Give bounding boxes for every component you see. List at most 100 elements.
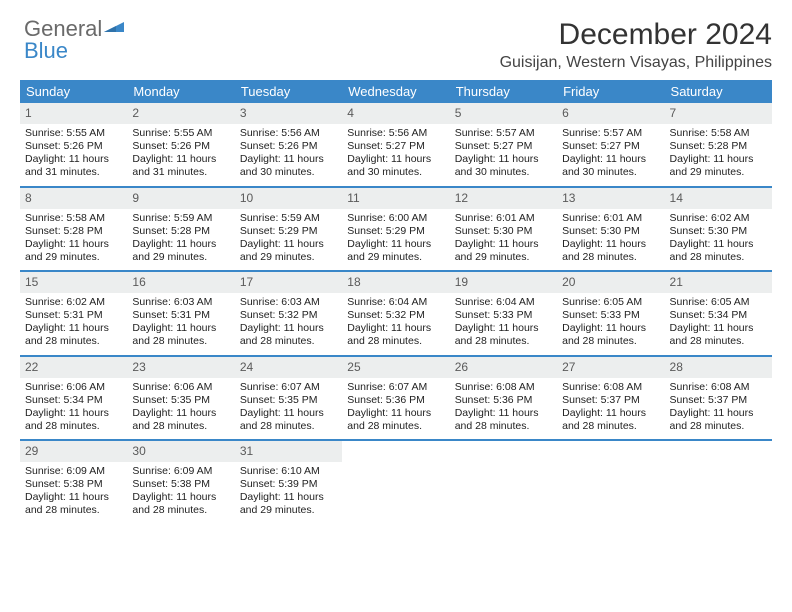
daylight-text: Daylight: 11 hours bbox=[450, 238, 557, 251]
daylight-text: and 30 minutes. bbox=[557, 166, 664, 179]
daylight-text: and 30 minutes. bbox=[450, 166, 557, 179]
sunset-text: Sunset: 5:32 PM bbox=[235, 309, 342, 322]
daylight-text: Daylight: 11 hours bbox=[235, 153, 342, 166]
sunrise-text: Sunrise: 6:03 AM bbox=[235, 296, 342, 309]
calendar: SundayMondayTuesdayWednesdayThursdayFrid… bbox=[20, 80, 772, 524]
daylight-text: and 28 minutes. bbox=[342, 420, 449, 433]
day-number: 22 bbox=[20, 357, 127, 378]
calendar-week-row: 1Sunrise: 5:55 AMSunset: 5:26 PMDaylight… bbox=[20, 103, 772, 188]
calendar-week-row: 8Sunrise: 5:58 AMSunset: 5:28 PMDaylight… bbox=[20, 188, 772, 273]
sunset-text: Sunset: 5:26 PM bbox=[235, 140, 342, 153]
sunset-text: Sunset: 5:35 PM bbox=[235, 394, 342, 407]
sunset-text: Sunset: 5:35 PM bbox=[127, 394, 234, 407]
daylight-text: and 28 minutes. bbox=[557, 251, 664, 264]
day-header-cell: Tuesday bbox=[235, 80, 342, 103]
sunset-text: Sunset: 5:29 PM bbox=[235, 225, 342, 238]
sunrise-text: Sunrise: 6:08 AM bbox=[665, 381, 772, 394]
sunset-text: Sunset: 5:27 PM bbox=[450, 140, 557, 153]
sunrise-text: Sunrise: 6:08 AM bbox=[450, 381, 557, 394]
sunrise-text: Sunrise: 5:57 AM bbox=[557, 127, 664, 140]
calendar-day-cell: 19Sunrise: 6:04 AMSunset: 5:33 PMDayligh… bbox=[450, 272, 557, 355]
calendar-day-cell: 14Sunrise: 6:02 AMSunset: 5:30 PMDayligh… bbox=[665, 188, 772, 271]
page-title: December 2024 bbox=[20, 18, 772, 52]
calendar-day-cell: 13Sunrise: 6:01 AMSunset: 5:30 PMDayligh… bbox=[557, 188, 664, 271]
sunset-text: Sunset: 5:37 PM bbox=[557, 394, 664, 407]
sunset-text: Sunset: 5:30 PM bbox=[450, 225, 557, 238]
day-number: 23 bbox=[127, 357, 234, 378]
daylight-text: Daylight: 11 hours bbox=[342, 322, 449, 335]
day-header-cell: Friday bbox=[557, 80, 664, 103]
calendar-empty-cell bbox=[665, 441, 772, 524]
sunrise-text: Sunrise: 6:02 AM bbox=[20, 296, 127, 309]
sunrise-text: Sunrise: 5:58 AM bbox=[20, 212, 127, 225]
daylight-text: and 28 minutes. bbox=[235, 335, 342, 348]
day-number: 7 bbox=[665, 103, 772, 124]
sunrise-text: Sunrise: 6:07 AM bbox=[342, 381, 449, 394]
daylight-text: Daylight: 11 hours bbox=[127, 238, 234, 251]
sunrise-text: Sunrise: 6:04 AM bbox=[342, 296, 449, 309]
daylight-text: and 28 minutes. bbox=[127, 335, 234, 348]
sunset-text: Sunset: 5:27 PM bbox=[557, 140, 664, 153]
calendar-day-cell: 22Sunrise: 6:06 AMSunset: 5:34 PMDayligh… bbox=[20, 357, 127, 440]
day-number: 5 bbox=[450, 103, 557, 124]
sunset-text: Sunset: 5:28 PM bbox=[665, 140, 772, 153]
daylight-text: and 31 minutes. bbox=[127, 166, 234, 179]
day-number: 30 bbox=[127, 441, 234, 462]
sunrise-text: Sunrise: 5:56 AM bbox=[235, 127, 342, 140]
calendar-empty-cell bbox=[450, 441, 557, 524]
daylight-text: Daylight: 11 hours bbox=[20, 407, 127, 420]
daylight-text: Daylight: 11 hours bbox=[557, 153, 664, 166]
day-number: 13 bbox=[557, 188, 664, 209]
calendar-week-row: 15Sunrise: 6:02 AMSunset: 5:31 PMDayligh… bbox=[20, 272, 772, 357]
calendar-day-cell: 30Sunrise: 6:09 AMSunset: 5:38 PMDayligh… bbox=[127, 441, 234, 524]
day-number: 12 bbox=[450, 188, 557, 209]
daylight-text: and 28 minutes. bbox=[127, 504, 234, 517]
daylight-text: Daylight: 11 hours bbox=[235, 322, 342, 335]
page-header: December 2024 Guisijan, Western Visayas,… bbox=[20, 18, 772, 72]
day-number: 6 bbox=[557, 103, 664, 124]
day-number: 25 bbox=[342, 357, 449, 378]
daylight-text: and 28 minutes. bbox=[665, 335, 772, 348]
sunset-text: Sunset: 5:30 PM bbox=[557, 225, 664, 238]
calendar-empty-cell bbox=[557, 441, 664, 524]
daylight-text: and 28 minutes. bbox=[20, 335, 127, 348]
calendar-day-cell: 11Sunrise: 6:00 AMSunset: 5:29 PMDayligh… bbox=[342, 188, 449, 271]
day-number: 24 bbox=[235, 357, 342, 378]
daylight-text: Daylight: 11 hours bbox=[450, 322, 557, 335]
sunset-text: Sunset: 5:29 PM bbox=[342, 225, 449, 238]
day-number: 15 bbox=[20, 272, 127, 293]
daylight-text: Daylight: 11 hours bbox=[342, 153, 449, 166]
day-number: 4 bbox=[342, 103, 449, 124]
day-header-cell: Sunday bbox=[20, 80, 127, 103]
page-subtitle: Guisijan, Western Visayas, Philippines bbox=[20, 54, 772, 72]
calendar-day-cell: 5Sunrise: 5:57 AMSunset: 5:27 PMDaylight… bbox=[450, 103, 557, 186]
sunset-text: Sunset: 5:34 PM bbox=[665, 309, 772, 322]
logo-flag-icon bbox=[104, 18, 126, 34]
sunset-text: Sunset: 5:28 PM bbox=[127, 225, 234, 238]
sunrise-text: Sunrise: 6:06 AM bbox=[127, 381, 234, 394]
calendar-day-cell: 6 Sunrise: 5:57 AMSunset: 5:27 PMDaylight… bbox=[557, 103, 664, 186]
daylight-text: and 29 minutes. bbox=[665, 166, 772, 179]
calendar-day-cell: 24Sunrise: 6:07 AMSunset: 5:35 PMDayligh… bbox=[235, 357, 342, 440]
sunset-text: Sunset: 5:33 PM bbox=[557, 309, 664, 322]
sunrise-text: Sunrise: 5:57 AM bbox=[450, 127, 557, 140]
calendar-day-cell: 20Sunrise: 6:05 AMSunset: 5:33 PMDayligh… bbox=[557, 272, 664, 355]
daylight-text: and 28 minutes. bbox=[20, 504, 127, 517]
calendar-week-row: 22Sunrise: 6:06 AMSunset: 5:34 PMDayligh… bbox=[20, 357, 772, 442]
sunrise-text: Sunrise: 5:59 AM bbox=[235, 212, 342, 225]
calendar-day-cell: 28Sunrise: 6:08 AMSunset: 5:37 PMDayligh… bbox=[665, 357, 772, 440]
calendar-day-cell: 26Sunrise: 6:08 AMSunset: 5:36 PMDayligh… bbox=[450, 357, 557, 440]
day-number: 1 bbox=[20, 103, 127, 124]
day-number: 16 bbox=[127, 272, 234, 293]
sunset-text: Sunset: 5:38 PM bbox=[20, 478, 127, 491]
calendar-day-cell: 25Sunrise: 6:07 AMSunset: 5:36 PMDayligh… bbox=[342, 357, 449, 440]
daylight-text: and 28 minutes. bbox=[557, 335, 664, 348]
brand-part2: Blue bbox=[24, 38, 68, 63]
sunrise-text: Sunrise: 6:08 AM bbox=[557, 381, 664, 394]
sunset-text: Sunset: 5:33 PM bbox=[450, 309, 557, 322]
daylight-text: and 29 minutes. bbox=[127, 251, 234, 264]
day-number: 27 bbox=[557, 357, 664, 378]
sunrise-text: Sunrise: 6:10 AM bbox=[235, 465, 342, 478]
sunrise-text: Sunrise: 6:03 AM bbox=[127, 296, 234, 309]
sunrise-text: Sunrise: 5:56 AM bbox=[342, 127, 449, 140]
